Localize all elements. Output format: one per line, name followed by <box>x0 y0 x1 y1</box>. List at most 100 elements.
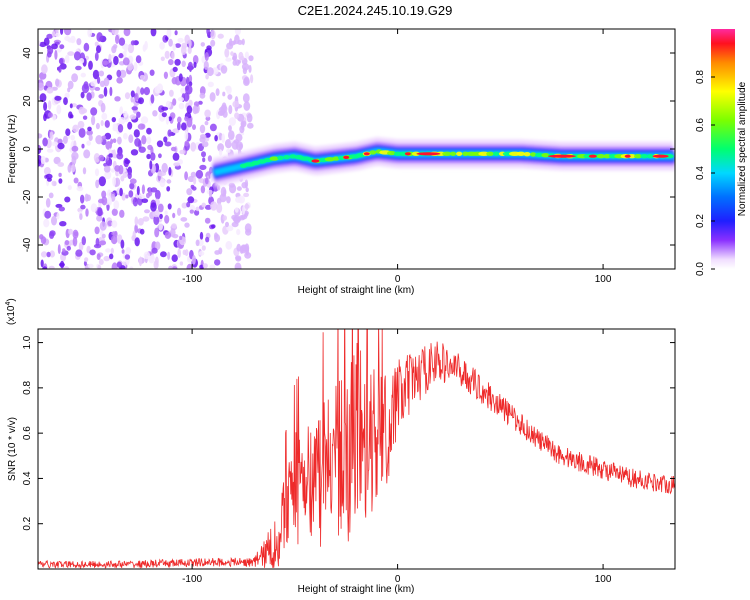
noise-blob <box>97 264 102 269</box>
noise-blob <box>123 110 128 118</box>
colorbar-tick-label: 0.8 <box>695 70 706 84</box>
noise-blob <box>98 176 107 187</box>
colorbar-tick-label: 0.6 <box>695 118 706 132</box>
noise-blob <box>83 149 91 159</box>
noise-blob <box>166 186 171 192</box>
noise-blob <box>130 90 135 98</box>
ridge-cell <box>412 151 421 156</box>
noise-blob <box>237 39 243 45</box>
y-tick-label: 0.2 <box>22 516 33 530</box>
noise-blob <box>38 82 45 91</box>
noise-blob <box>122 57 130 66</box>
ridge-cell <box>640 154 649 159</box>
noise-blob <box>77 120 85 129</box>
y-tick-label: 1.0 <box>22 335 33 349</box>
noise-blob <box>195 206 200 212</box>
noise-blob <box>46 251 51 258</box>
noise-blob <box>49 131 54 140</box>
noise-blob <box>206 67 214 77</box>
noise-blob <box>229 38 233 47</box>
noise-blob <box>235 59 240 66</box>
noise-blob <box>139 228 145 235</box>
noise-blob <box>78 127 86 138</box>
noise-blob <box>209 92 216 102</box>
noise-blob <box>124 92 131 100</box>
noise-blob <box>124 159 131 165</box>
noise-blob <box>191 186 197 191</box>
noise-blob <box>242 205 246 215</box>
noise-blob <box>179 235 183 240</box>
noise-blob <box>156 83 164 94</box>
noise-blob <box>181 60 186 68</box>
noise-blob <box>228 182 235 188</box>
noise-blob <box>153 215 160 226</box>
noise-blob <box>177 207 182 216</box>
noise-blob <box>142 216 150 222</box>
noise-blob <box>177 97 184 102</box>
ridge-peak <box>588 154 597 158</box>
noise-blob <box>158 153 162 159</box>
noise-blob <box>173 162 181 167</box>
noise-blob <box>136 111 141 118</box>
noise-blob <box>129 114 137 120</box>
noise-blob <box>69 114 74 119</box>
ridge-cell <box>450 151 457 156</box>
noise-blob <box>62 135 68 144</box>
snr-ylabel: SNR (10 * v/v) <box>7 417 18 481</box>
noise-blob <box>73 177 79 184</box>
noise-blob <box>171 51 175 60</box>
noise-blob <box>111 117 117 123</box>
noise-blob <box>186 201 191 208</box>
noise-blob <box>120 239 125 249</box>
snr-frame <box>37 328 676 570</box>
noise-blob <box>47 100 52 110</box>
noise-blob <box>47 112 53 118</box>
noise-blob <box>219 193 227 203</box>
noise-blob <box>234 112 240 119</box>
noise-blob <box>127 43 135 54</box>
snr-ticks: -100 0 100 0.2 0.4 0.6 0.8 1.0 <box>22 329 675 585</box>
noise-blob <box>95 237 100 247</box>
noise-blob <box>224 139 232 149</box>
noise-blob <box>129 266 134 269</box>
noise-blob <box>54 95 62 101</box>
noise-blob <box>70 134 75 141</box>
ridge-cell <box>269 156 279 161</box>
noise-blob <box>146 127 152 135</box>
noise-blob <box>204 217 211 224</box>
noise-blob <box>94 168 100 177</box>
x-tick-label: 100 <box>595 274 612 285</box>
y-tick-label: 0.4 <box>22 471 33 485</box>
noise-blob <box>132 230 136 240</box>
noise-blob <box>199 231 204 240</box>
noise-blob <box>59 44 65 50</box>
noise-blob <box>146 136 152 145</box>
noise-blob <box>102 60 109 65</box>
noise-blob <box>217 143 225 152</box>
ridge-cell <box>634 154 642 159</box>
y-tick-label: 40 <box>22 47 33 59</box>
noise-blob <box>164 214 170 224</box>
noise-blob <box>234 207 239 213</box>
noise-blob <box>204 121 209 126</box>
noise-blob <box>158 222 164 231</box>
noise-blob <box>94 226 100 235</box>
noise-blob <box>172 152 180 161</box>
ridge-peak <box>404 152 411 156</box>
noise-blob <box>39 72 47 80</box>
noise-blob <box>101 190 107 199</box>
figure-title: C2E1.2024.245.10.19.G29 <box>298 3 453 18</box>
noise-blob <box>67 185 72 191</box>
noise-blob <box>241 182 248 189</box>
noise-blob <box>68 228 73 235</box>
noise-blob <box>39 93 47 103</box>
x-tick-label: 0 <box>395 574 401 585</box>
noise-blob <box>64 196 71 203</box>
noise-blob <box>150 94 155 104</box>
noise-blob <box>98 154 105 162</box>
noise-blob <box>43 167 51 176</box>
noise-blob <box>159 41 165 50</box>
noise-blob <box>40 155 46 165</box>
noise-blob <box>243 192 250 198</box>
noise-blob <box>147 144 153 150</box>
